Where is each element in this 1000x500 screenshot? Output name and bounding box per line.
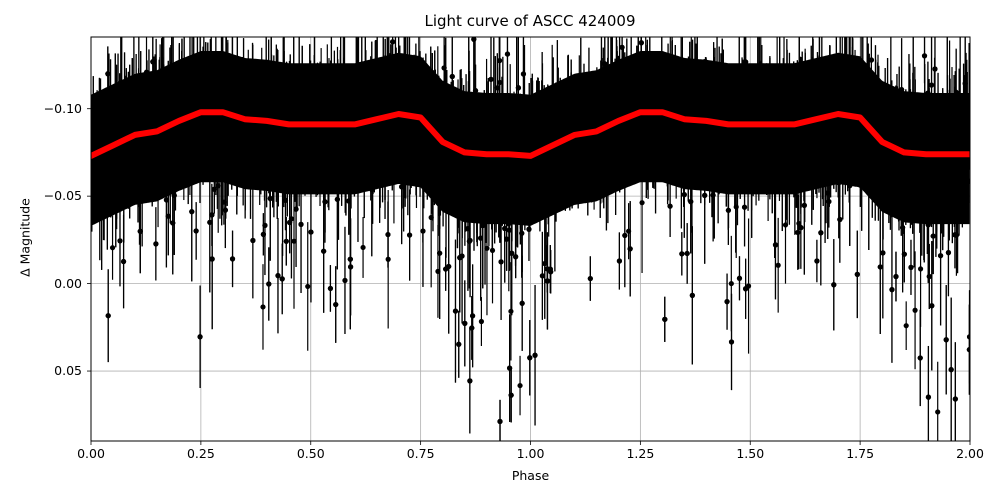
x-tick-label: 1.00 <box>516 446 545 461</box>
y-axis-label: Δ Magnitude <box>17 198 33 277</box>
x-tick-label: 0.50 <box>296 446 325 461</box>
axis-ticks <box>87 108 971 445</box>
x-tick-label: 2.00 <box>956 446 984 461</box>
y-tick-label: −0.10 <box>43 100 82 116</box>
x-tick-label: 0.75 <box>406 446 435 461</box>
x-axis-label: Phase <box>511 468 550 483</box>
x-tick-label: 1.75 <box>846 446 875 461</box>
x-tick-label: 0.00 <box>77 446 105 461</box>
x-tick-label: 0.25 <box>186 446 215 461</box>
y-tick-label: 0.05 <box>54 363 82 379</box>
y-tick-label: −0.05 <box>43 188 82 204</box>
x-tick-label: 1.50 <box>736 446 765 461</box>
binned-mean-curve <box>91 109 970 159</box>
x-tick-label: 1.25 <box>626 446 655 461</box>
chart-title: Light curve of ASCC 424009 <box>424 12 636 30</box>
y-tick-label: 0.00 <box>54 275 82 291</box>
